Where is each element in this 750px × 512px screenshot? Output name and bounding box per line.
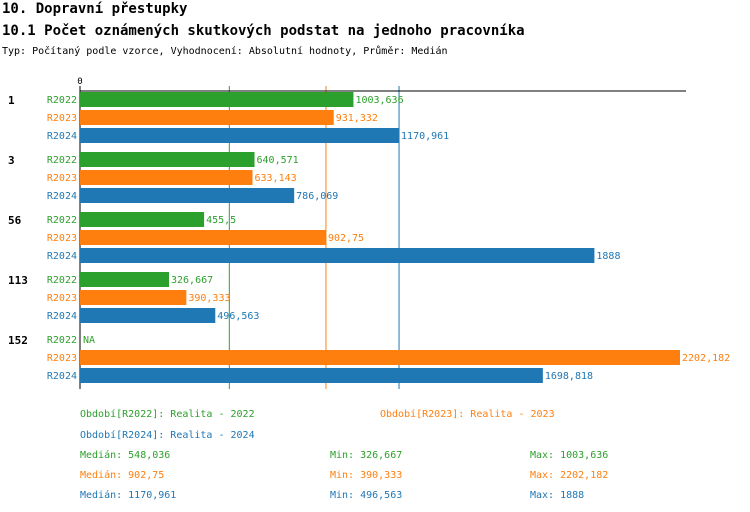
- series-label: R2023: [47, 173, 77, 184]
- series-label: R2022: [47, 95, 77, 106]
- data-label: 2202,182: [682, 353, 730, 364]
- bar-r2024-1: [80, 128, 400, 143]
- stat-max: Max: 1888: [530, 490, 584, 501]
- chart-title: 10. Dopravní přestupky: [2, 1, 188, 17]
- category-label: 3: [8, 154, 15, 167]
- legend: Období[R2022]: Realita - 2022 Období[R202…: [80, 408, 608, 501]
- series-label: R2024: [47, 311, 77, 322]
- data-label: 1888: [596, 251, 620, 262]
- bar-r2024-56: [80, 248, 595, 263]
- bar-r2024-113: [80, 308, 216, 323]
- stat-median: Medián: 1170,961: [80, 489, 176, 501]
- stat-median: Medián: 902,75: [80, 469, 164, 481]
- stat-min: Min: 326,667: [330, 450, 402, 461]
- bar-r2023-56: [80, 230, 326, 245]
- bar-r2023-152: [80, 350, 680, 365]
- data-label: 633,143: [255, 173, 297, 184]
- plot-area: 0 1 R2022 1003,636 R2023 931,332 R2024 1170,961…: [8, 77, 730, 389]
- bar-r2022-1: [80, 92, 354, 107]
- data-label: 640,571: [257, 155, 299, 166]
- category-label: 152: [8, 334, 28, 347]
- data-label: 496,563: [217, 311, 259, 322]
- series-label: R2023: [47, 293, 77, 304]
- series-label: R2024: [47, 191, 77, 202]
- bar-r2024-3: [80, 188, 295, 203]
- category-label: 1: [8, 94, 15, 107]
- series-label: R2022: [47, 215, 77, 226]
- stat-median: Medián: 548,036: [80, 449, 170, 461]
- legend-item: Období[R2024]: Realita - 2024: [80, 429, 255, 441]
- bar-r2023-113: [80, 290, 187, 305]
- series-label: R2024: [47, 371, 77, 382]
- series-label: R2022: [47, 275, 77, 286]
- bar-r2022-113: [80, 272, 170, 287]
- stat-min: Min: 496,563: [330, 490, 402, 501]
- bar-r2023-1: [80, 110, 334, 125]
- chart-subtitle: 10.1 Počet oznámených skutkových podstat…: [2, 23, 525, 39]
- bar-r2023-3: [80, 170, 253, 185]
- data-label: 1698,818: [545, 371, 593, 382]
- data-label: NA: [83, 335, 95, 346]
- series-label: R2022: [47, 335, 77, 346]
- series-label: R2024: [47, 251, 77, 262]
- x-tick-label: 0: [77, 77, 82, 87]
- legend-item: Období[R2022]: Realita - 2022: [80, 408, 255, 420]
- data-label: 455,5: [206, 215, 236, 226]
- data-label: 931,332: [336, 113, 378, 124]
- bar-r2022-56: [80, 212, 205, 227]
- data-label: 786,069: [296, 191, 338, 202]
- category-label: 113: [8, 274, 28, 287]
- chart-info: Typ: Počítaný podle vzorce, Vyhodnocení:…: [2, 45, 448, 57]
- bar-r2024-152: [80, 368, 543, 383]
- series-label: R2023: [47, 233, 77, 244]
- legend-item: Období[R2023]: Realita - 2023: [380, 408, 555, 420]
- data-label: 902,75: [328, 233, 364, 244]
- series-label: R2023: [47, 113, 77, 124]
- stat-max: Max: 2202,182: [530, 470, 608, 481]
- data-label: 326,667: [171, 275, 213, 286]
- data-label: 1003,636: [355, 95, 403, 106]
- data-label: 1170,961: [401, 131, 449, 142]
- data-label: 390,333: [188, 293, 230, 304]
- series-label: R2024: [47, 131, 77, 142]
- bar-r2022-3: [80, 152, 255, 167]
- category-label: 56: [8, 214, 22, 227]
- stat-max: Max: 1003,636: [530, 450, 608, 461]
- stat-min: Min: 390,333: [330, 470, 402, 481]
- series-label: R2023: [47, 353, 77, 364]
- series-label: R2022: [47, 155, 77, 166]
